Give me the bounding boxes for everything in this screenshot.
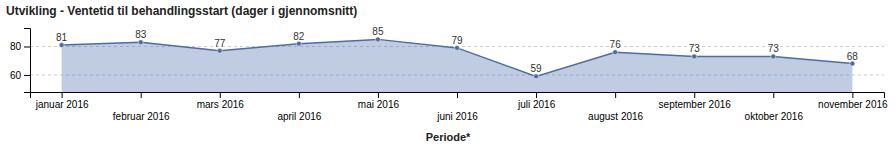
data-labels: 81 83 77 82 85 79 59 76 73 73 68 <box>56 26 858 74</box>
y-axis: 60 80 <box>10 29 31 93</box>
x-tick-label: juli 2016 <box>517 99 556 110</box>
y-tick-mark <box>24 46 30 47</box>
x-tick-mark <box>141 92 142 98</box>
y-axis-line <box>24 29 31 93</box>
x-tick-label: mars 2016 <box>197 99 245 110</box>
data-label: 81 <box>56 32 68 43</box>
data-label: 85 <box>372 26 384 37</box>
x-tick: mars 2016 <box>197 92 245 110</box>
x-tick: juli 2016 <box>517 92 556 110</box>
x-tick-mark <box>615 92 616 98</box>
x-tick: januar 2016 <box>35 92 89 110</box>
x-tick-mark <box>62 92 63 98</box>
point <box>771 54 776 59</box>
x-tick-mark <box>457 92 458 98</box>
y-tick-label: 80 <box>10 41 22 52</box>
x-tick-label: juni 2016 <box>436 111 478 122</box>
x-tick: april 2016 <box>277 92 321 122</box>
x-tick: august 2016 <box>588 92 643 122</box>
x-tick: juni 2016 <box>436 92 478 122</box>
y-tick-label: 60 <box>10 70 22 81</box>
area <box>62 39 853 92</box>
point <box>613 50 618 55</box>
data-label: 77 <box>214 38 226 49</box>
x-tick-label: november 2016 <box>818 99 888 110</box>
data-label: 73 <box>689 43 701 54</box>
data-label: 59 <box>531 63 543 74</box>
plot: 60 80 januar 2016 februar 2016 mars 2016 apri… <box>10 26 888 122</box>
x-tick-mark <box>378 92 379 98</box>
point <box>455 45 460 50</box>
data-label: 82 <box>293 31 305 42</box>
x-tick-label: september 2016 <box>659 99 732 110</box>
title: Utvikling - Ventetid til behandlingsstar… <box>6 4 357 18</box>
y-tick-mark <box>24 75 30 76</box>
x-tick-mark <box>299 92 300 98</box>
x-tick-mark <box>536 92 537 98</box>
x-tick-label: august 2016 <box>588 111 643 122</box>
x-tick: februar 2016 <box>113 92 170 122</box>
x-axis: januar 2016 februar 2016 mars 2016 april 20… <box>31 92 889 122</box>
x-axis-line <box>31 93 885 99</box>
data-label: 73 <box>768 43 780 54</box>
y-tick: 60 <box>10 70 30 81</box>
data-label: 76 <box>610 39 622 50</box>
data-label: 79 <box>451 35 463 46</box>
y-tick: 80 <box>10 41 30 52</box>
point <box>138 40 143 45</box>
x-tick-mark <box>773 92 774 98</box>
point <box>692 54 697 59</box>
x-axis-title: Periode* <box>426 131 471 143</box>
x-tick: mai 2016 <box>358 92 400 110</box>
chart-svg: Utvikling - Ventetid til behandlingsstar… <box>0 0 896 146</box>
data-label: 68 <box>847 51 859 62</box>
x-tick-mark <box>694 92 695 98</box>
chart-container: Utvikling - Ventetid til behandlingsstar… <box>0 0 896 146</box>
point <box>217 48 222 53</box>
point <box>375 37 380 42</box>
x-tick-label: januar 2016 <box>35 99 89 110</box>
point <box>59 43 64 48</box>
data-label: 83 <box>135 29 147 40</box>
x-tick: oktober 2016 <box>745 92 804 122</box>
x-tick-label: februar 2016 <box>113 111 170 122</box>
point <box>850 61 855 66</box>
x-tick: november 2016 <box>818 92 888 110</box>
x-tick: september 2016 <box>659 92 732 110</box>
point <box>534 74 539 79</box>
x-tick-label: mai 2016 <box>358 99 400 110</box>
x-tick-mark <box>852 92 853 98</box>
x-tick-mark <box>220 92 221 98</box>
point <box>296 41 301 46</box>
x-tick-label: april 2016 <box>277 111 321 122</box>
x-tick-label: oktober 2016 <box>745 111 804 122</box>
